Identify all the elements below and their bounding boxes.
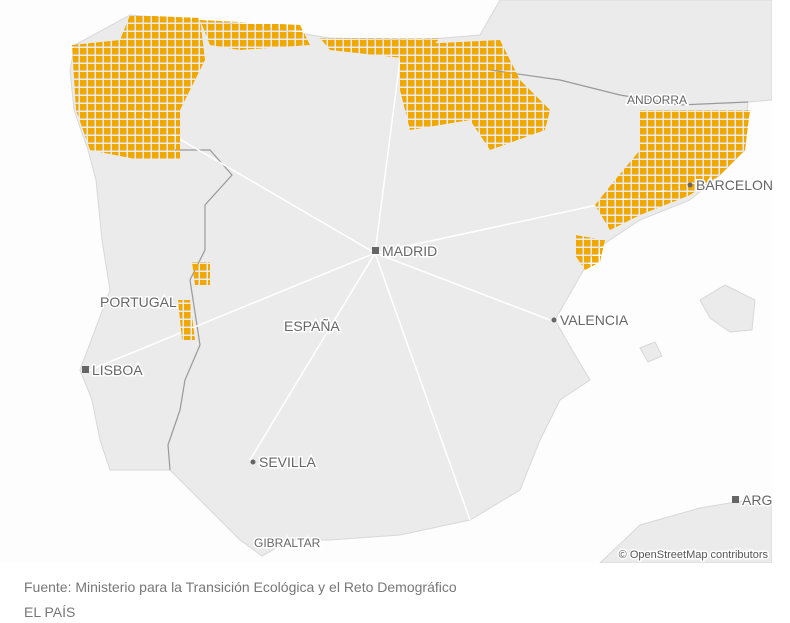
place-label: VALENCIA: [560, 312, 629, 328]
place-label: MADRID: [382, 243, 437, 259]
border: [489, 69, 749, 106]
city-marker: [732, 496, 739, 503]
island: [639, 341, 663, 363]
place-label: ARG: [742, 492, 772, 508]
basemap: [69, 0, 772, 563]
city-marker: [551, 317, 557, 323]
place-label: GIBRALTAR: [254, 536, 321, 550]
city-marker: [250, 459, 256, 465]
source: Fuente: Ministerio para la Transición Ec…: [24, 579, 457, 595]
place-label: PORTUGAL: [100, 294, 177, 310]
place-label: LISBOA: [92, 362, 143, 378]
roads: [84, 59, 691, 521]
attribution: © OpenStreetMap contributors: [619, 549, 769, 561]
city-marker: [687, 182, 693, 188]
place-label: ESPAÑA: [284, 318, 340, 334]
island: [699, 284, 756, 333]
land: [69, 0, 772, 557]
place-label: SEVILLA: [259, 454, 316, 470]
place-label: BARCELON: [696, 177, 773, 193]
map: ANDORRA BARCELON MADRID PORTUGAL ESPAÑA VALEN…: [69, 0, 775, 563]
labels: ANDORRA BARCELON MADRID PORTUGAL ESPAÑA VALEN…: [82, 92, 775, 563]
brand: EL PAÍS: [24, 604, 76, 620]
presence-area: [72, 15, 750, 340]
place-label: ANDORRA: [627, 93, 687, 107]
city-marker: [82, 366, 89, 373]
border: [167, 149, 233, 471]
city-marker: [372, 247, 379, 254]
